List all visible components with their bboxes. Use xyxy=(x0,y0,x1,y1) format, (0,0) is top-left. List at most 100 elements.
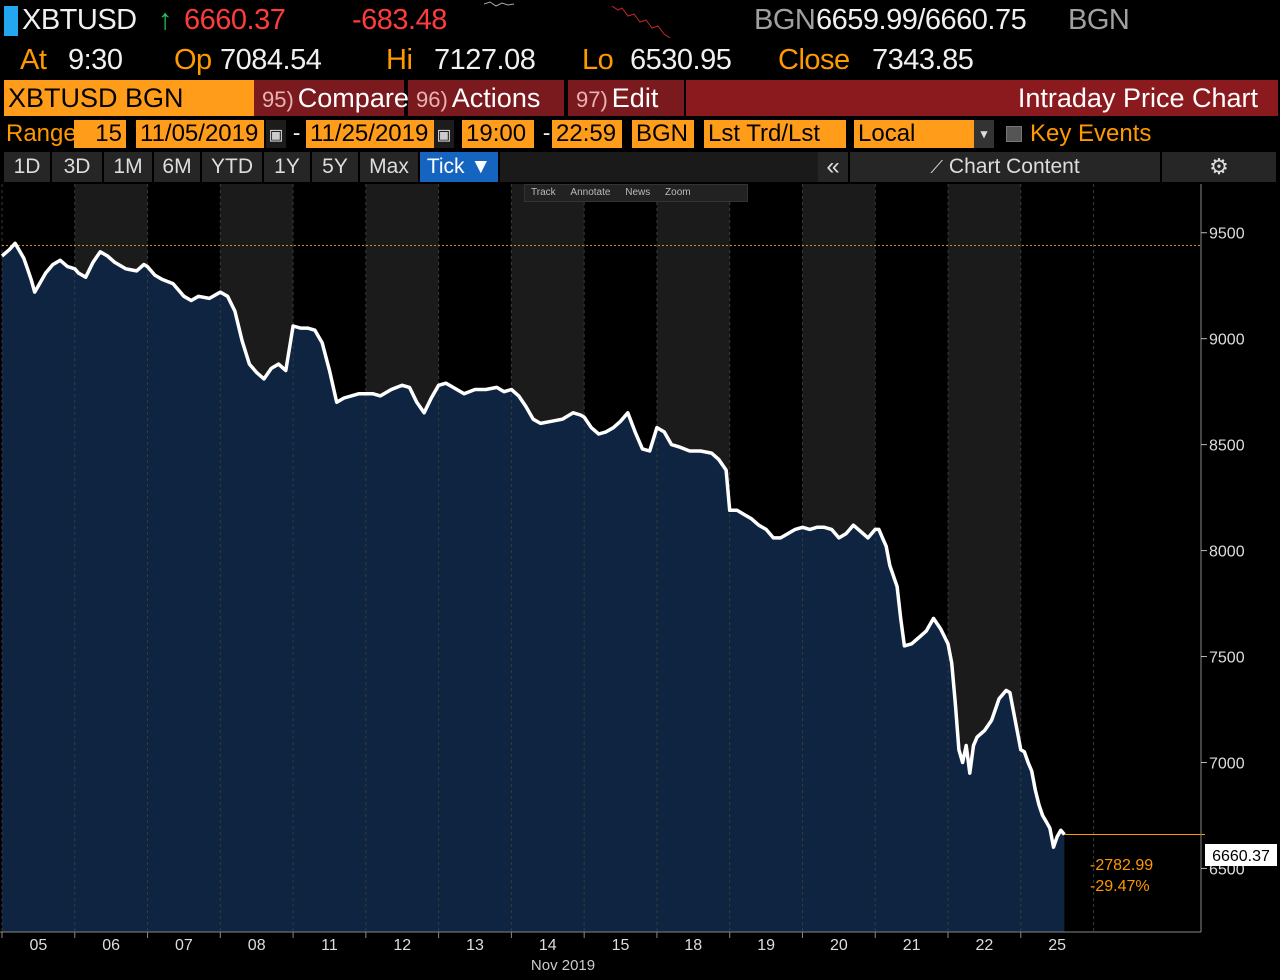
y-tick-label: 9000 xyxy=(1209,332,1245,349)
start-date-field[interactable]: 11/05/2019 xyxy=(136,120,264,148)
x-tick-label: 12 xyxy=(393,937,411,954)
y-tick-label: 7000 xyxy=(1209,755,1245,772)
low-label: Lo xyxy=(582,44,614,76)
chart-content-label: Chart Content xyxy=(948,155,1080,178)
chart-title: Intraday Price Chart xyxy=(1017,83,1258,113)
annotate-tool[interactable]: Annotate xyxy=(570,187,611,198)
collapse-icon[interactable]: « xyxy=(818,152,848,182)
security-field[interactable]: XBTUSD BGN Curncy xyxy=(4,80,258,149)
x-tick-label: 14 xyxy=(539,937,557,954)
compare-label: Compare xyxy=(297,83,409,113)
change-pct-label: -29.47% xyxy=(1090,878,1150,895)
compare-button[interactable]: 95) Compare xyxy=(254,80,409,116)
x-tick-label: 05 xyxy=(29,937,47,954)
edit-button[interactable]: 97)Edit ▼ xyxy=(568,80,684,148)
tab-5y[interactable]: 5Y xyxy=(312,152,358,182)
last-price-label: 6660.37 xyxy=(1212,848,1270,865)
x-axis-ticks: 05 06 07 08 11 12 13 14 15 18 19 20 21 22 25 xyxy=(1,932,1066,954)
price-area-fill xyxy=(2,243,1065,933)
tab-1m[interactable]: 1M xyxy=(104,152,152,182)
range-label: Range xyxy=(6,120,77,147)
close-value: 7343.85 xyxy=(872,44,974,76)
tab-6m[interactable]: 6M xyxy=(154,152,200,182)
bid-source: BGN xyxy=(754,4,816,36)
x-axis-title: Nov 2019 xyxy=(531,957,595,974)
market-data-field[interactable]: Lst Trd/Lst P xyxy=(704,120,846,148)
ticker-marker xyxy=(4,6,18,36)
bid-ask: 6659.99/6660.75 xyxy=(816,4,1027,36)
start-time-field[interactable]: 19:00 xyxy=(462,120,534,148)
sparkline-icon xyxy=(484,1,514,7)
chart-content-button[interactable]: ⟋ Chart Content xyxy=(850,152,1160,182)
last-price: 6660.37 xyxy=(184,4,286,36)
y-tick-label: 8000 xyxy=(1209,544,1245,561)
day-gridlines xyxy=(1,184,1095,932)
tab-1d[interactable]: 1D xyxy=(4,152,50,182)
chart-content-icon: ⟋ xyxy=(930,157,943,177)
y-tick-label: 8500 xyxy=(1209,438,1245,455)
currency-dropdown-icon[interactable]: ▼ xyxy=(974,120,994,148)
x-tick-label: 18 xyxy=(684,937,702,954)
actions-button[interactable]: 96)Actions ▼ xyxy=(408,80,564,148)
y-tick-label: 7500 xyxy=(1209,650,1245,667)
x-tick-label: 22 xyxy=(976,937,994,954)
tab-max[interactable]: Max xyxy=(360,152,418,182)
tab-1y[interactable]: 1Y xyxy=(264,152,310,182)
at-label: At xyxy=(20,44,47,76)
net-change: -683.48 xyxy=(352,4,447,36)
quote-header: XBTUSD ↑ 6660.37 -683.48 BGN 6659.99/666… xyxy=(0,0,1280,40)
x-tick-label: 08 xyxy=(248,937,266,954)
edit-number: 97) xyxy=(576,87,608,112)
tab-tick[interactable]: Tick ▼ xyxy=(420,152,498,182)
x-tick-label: 13 xyxy=(466,937,484,954)
price-chart[interactable]: 6500 7000 7500 8000 8500 9000 9500 05 06 07 08 11 1… xyxy=(0,184,1280,976)
time-dash: - xyxy=(540,121,554,146)
tab-spacer xyxy=(500,152,818,182)
x-tick-label: 15 xyxy=(612,937,630,954)
tab-ytd[interactable]: YTD xyxy=(202,152,262,182)
end-time-field[interactable]: 22:59 xyxy=(552,120,622,148)
start-calendar-icon[interactable]: ▣ xyxy=(266,120,286,148)
open-value: 7084.54 xyxy=(220,44,322,76)
x-tick-label: 25 xyxy=(1048,937,1066,954)
mini-trend-icon xyxy=(612,5,670,39)
high-label: Hi xyxy=(386,44,413,76)
interval-field[interactable]: 15 xyxy=(74,120,126,148)
x-tick-label: 11 xyxy=(321,937,338,954)
actions-label: Actions xyxy=(451,83,541,113)
range-dash: - xyxy=(290,121,304,146)
ask-source: BGN xyxy=(1068,4,1130,36)
key-events-checkbox[interactable] xyxy=(1006,126,1022,142)
zoom-tool[interactable]: Zoom xyxy=(665,187,691,198)
x-tick-label: 20 xyxy=(830,937,848,954)
change-label: -2782.99 xyxy=(1090,857,1153,874)
chart-mini-toolbar: Track Annotate News Zoom xyxy=(524,184,748,202)
end-date-field[interactable]: 11/25/2019 xyxy=(306,120,434,148)
title-bar: Intraday Price Chart xyxy=(686,80,1278,116)
x-tick-label: 06 xyxy=(102,937,120,954)
settings-gear-icon[interactable]: ⚙ xyxy=(1162,152,1276,182)
news-tool[interactable]: News xyxy=(625,187,651,198)
y-tick-label: 9500 xyxy=(1209,226,1245,243)
x-tick-label: 21 xyxy=(903,937,921,954)
price-line xyxy=(0,241,1066,849)
open-label: Op xyxy=(174,44,212,76)
last-price-flag xyxy=(1205,844,1277,866)
at-time: 9:30 xyxy=(68,44,123,76)
actions-number: 96) xyxy=(416,87,448,112)
up-arrow-icon: ↑ xyxy=(158,4,173,36)
high-value: 7127.08 xyxy=(434,44,536,76)
end-calendar-icon[interactable]: ▣ xyxy=(434,120,454,148)
currency-field[interactable]: Local CCY xyxy=(854,120,974,148)
ohlc-row: At 9:30 Op 7084.54 Hi 7127.08 Lo 6530.95… xyxy=(0,40,1280,78)
ticker-symbol[interactable]: XBTUSD xyxy=(22,4,137,36)
source-field[interactable]: BGN xyxy=(632,120,694,148)
x-tick-label: 19 xyxy=(757,937,775,954)
key-events-label[interactable]: Key Events xyxy=(1030,120,1152,147)
low-value: 6530.95 xyxy=(630,44,732,76)
tab-3d[interactable]: 3D xyxy=(52,152,102,182)
track-tool[interactable]: Track xyxy=(531,187,556,198)
compare-number: 95) xyxy=(262,87,294,112)
